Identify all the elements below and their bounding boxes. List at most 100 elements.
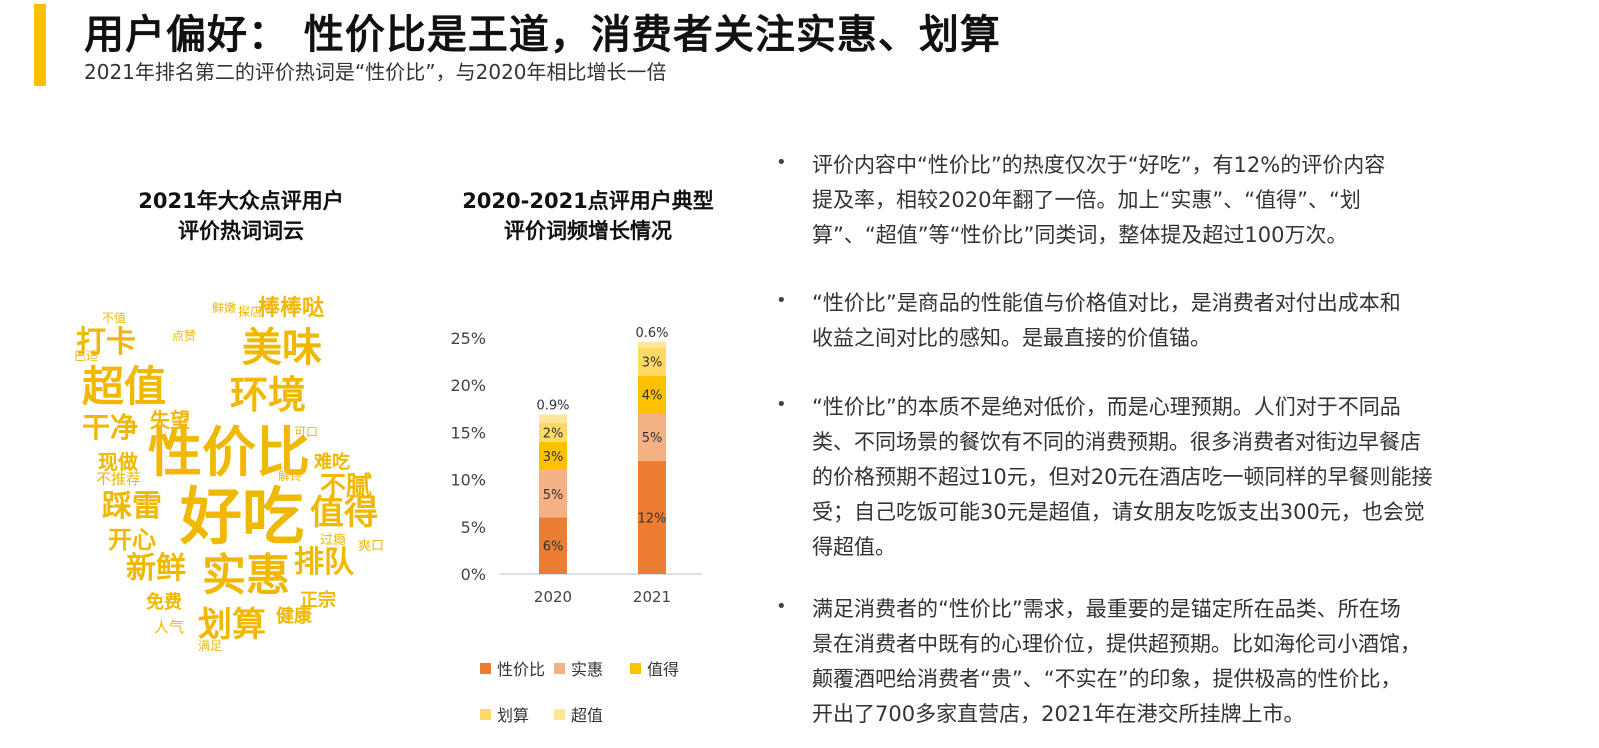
- cloud-word: 美味: [242, 325, 322, 371]
- bullet-text: 评价内容中“性价比”的热度仅次于“好吃”，有12%的评价内容 提及率，相较2020…: [812, 148, 1552, 253]
- bar-segment: [539, 441, 567, 471]
- cloud-word: 棒棒哒: [258, 296, 325, 321]
- bullet-line: 满足消费者的“性价比”需求，最重要的是锚定所在品类、所在场: [812, 597, 1401, 621]
- cloud-word: 失望: [150, 408, 190, 432]
- y-tick-label: 5%: [461, 518, 486, 537]
- cloud-word: 正宗: [300, 590, 336, 611]
- bullet-line: 提及率，相较2020年翻了一倍。加上“实惠”、“值得”、“划: [812, 188, 1361, 212]
- cloud-word: 探店: [238, 305, 263, 319]
- bullet-line: 颠覆酒吧给消费者“贵”、“不实在”的印象，提供极高的性价比，: [812, 667, 1402, 691]
- bullet-text: “性价比”是商品的性能值与价格值对比，是消费者对付出成本和 收益之间对比的感知。是…: [812, 286, 1552, 356]
- cloud-word: 性价比: [148, 421, 310, 484]
- cloud-word: 解馋: [278, 469, 303, 483]
- cloud-word: 值得: [310, 493, 378, 533]
- cloud-word: 踩雷: [102, 489, 162, 524]
- cloud-word: 爽口: [358, 539, 385, 554]
- legend-item: 超值: [554, 702, 603, 726]
- bar-segment: [638, 460, 666, 574]
- y-tick-label: 15%: [450, 423, 486, 442]
- data-label: 2%: [543, 426, 564, 441]
- bar-segment: [539, 422, 567, 442]
- cloud-word: 干净: [82, 411, 139, 444]
- wordcloud-title: 2021年大众点评用户 评价热词词云: [110, 186, 372, 246]
- data-label: 0.6%: [635, 326, 668, 341]
- bullet-dot: •: [776, 596, 787, 617]
- legend-label: 性价比: [497, 660, 546, 679]
- bullet-dot: •: [776, 394, 787, 415]
- data-label: 6%: [543, 540, 564, 555]
- chart-title-line1: 2020-2021点评用户典型: [462, 189, 714, 213]
- wordcloud-title-line2: 评价热词词云: [178, 219, 304, 243]
- legend-swatch: [480, 708, 491, 720]
- bullet-line: 景在消费者中既有的心理价位，提供超预期。比如海伦司小酒馆，: [812, 632, 1421, 656]
- cloud-word: 过瘾: [320, 533, 347, 548]
- cloud-word: 打卡: [76, 325, 136, 360]
- legend-label: 实惠: [571, 660, 604, 679]
- bullet-dot: •: [776, 152, 787, 173]
- cloud-word: 满足: [198, 639, 223, 653]
- data-label: 5%: [642, 431, 663, 446]
- data-label: 3%: [642, 356, 663, 371]
- bullet-line: “性价比”是商品的性能值与价格值对比，是消费者对付出成本和: [812, 291, 1401, 315]
- cloud-word: 不腻: [320, 472, 373, 502]
- bullet-line: 类、不同场景的餐饮有不同的消费预期。很多消费者对街边早餐店: [812, 430, 1421, 454]
- cloud-word: 实惠: [202, 550, 290, 601]
- legend-item: 实惠: [554, 656, 603, 680]
- bar-segment: [638, 341, 666, 348]
- cloud-word: 现做: [98, 450, 138, 474]
- legend-label: 划算: [497, 706, 530, 725]
- cloud-word: 新鲜: [126, 551, 186, 586]
- bullet-line: 受；自己吃饭可能30元是超值，请女朋友吃饭支出300元，也会觉: [812, 500, 1425, 524]
- bullet-line: 的价格预期不超过10元，但对20元在酒店吃一顿同样的早餐则能接: [812, 465, 1433, 489]
- legend-swatch: [554, 662, 565, 674]
- legend-label: 值得: [647, 660, 680, 679]
- bullet-dot: •: [776, 290, 787, 311]
- data-label: 4%: [642, 389, 663, 404]
- data-label: 5%: [543, 488, 564, 503]
- cloud-word: 排队: [294, 545, 354, 580]
- bar-segment: [539, 470, 567, 518]
- bullet-line: 得超值。: [812, 535, 896, 559]
- page-title: 用户偏好： 性价比是王道，消费者关注实惠、划算: [84, 12, 1001, 58]
- bar-segment: [539, 517, 567, 574]
- cloud-word: 人气: [154, 618, 185, 636]
- legend-swatch: [480, 662, 491, 674]
- y-tick-label: 20%: [450, 376, 486, 395]
- bar-segment: [539, 414, 567, 423]
- bullet-text: 满足消费者的“性价比”需求，最重要的是锚定所在品类、所在场 景在消费者中既有的心理…: [812, 592, 1552, 732]
- data-label: 12%: [638, 511, 667, 526]
- title-accent-bar: [34, 4, 46, 86]
- bar-segment: [638, 347, 666, 376]
- legend-swatch: [630, 662, 641, 674]
- cloud-word: 点赞: [172, 329, 197, 343]
- bullet-text: “性价比”的本质不是绝对低价，而是心理预期。人们对于不同品 类、不同场景的餐饮有不…: [812, 390, 1552, 565]
- page-subtitle: 2021年排名第二的评价热词是“性价比”，与2020年相比增长一倍: [84, 60, 667, 84]
- cloud-word: 巴适: [74, 349, 99, 363]
- chart-title: 2020-2021点评用户典型 评价词频增长情况: [450, 186, 726, 246]
- y-tick-label: 25%: [450, 329, 486, 348]
- x-tick-label: 2020: [534, 588, 572, 606]
- bullet-line: 开出了700多家直营店，2021年在港交所挂牌上市。: [812, 702, 1305, 726]
- cloud-word: 划算: [198, 605, 266, 645]
- legend-item: 性价比: [480, 656, 545, 680]
- data-label: 0.9%: [536, 398, 569, 413]
- cloud-word: 不值: [102, 311, 127, 325]
- wordcloud-title-line1: 2021年大众点评用户: [138, 189, 344, 213]
- chart-legend: 性价比 实惠 值得划算 超值: [480, 656, 740, 736]
- legend-label: 超值: [571, 706, 604, 725]
- bar-segment: [638, 375, 666, 414]
- legend-item: 划算: [480, 702, 529, 726]
- y-tick-label: 0%: [461, 565, 486, 584]
- bullet-line: 评价内容中“性价比”的热度仅次于“好吃”，有12%的评价内容: [812, 153, 1386, 177]
- cloud-word: 不推荐: [96, 470, 142, 488]
- y-tick-label: 10%: [450, 471, 486, 490]
- stacked-bar-chart: 0% 5% 10% 15% 20% 25% 6% 5% 3% 2% 0.9% 2020 12% 5% 4% 3…: [450, 326, 702, 606]
- cloud-word: 可口: [294, 425, 319, 439]
- chart-title-line2: 评价词频增长情况: [504, 219, 672, 243]
- bar-segment: [638, 413, 666, 461]
- cloud-word: 鲜嫩: [212, 301, 237, 315]
- word-cloud: 好吃 性价比 实惠 超值 美味 环境 划算 值得 打卡 新鲜 排队 踩雷 干净 不腻 棒棒哒 开心 失望 现做 难吃…: [62, 286, 410, 666]
- legend-item: 值得: [630, 656, 679, 680]
- cloud-word: 健康: [276, 606, 312, 627]
- cloud-word: 开心: [108, 526, 156, 554]
